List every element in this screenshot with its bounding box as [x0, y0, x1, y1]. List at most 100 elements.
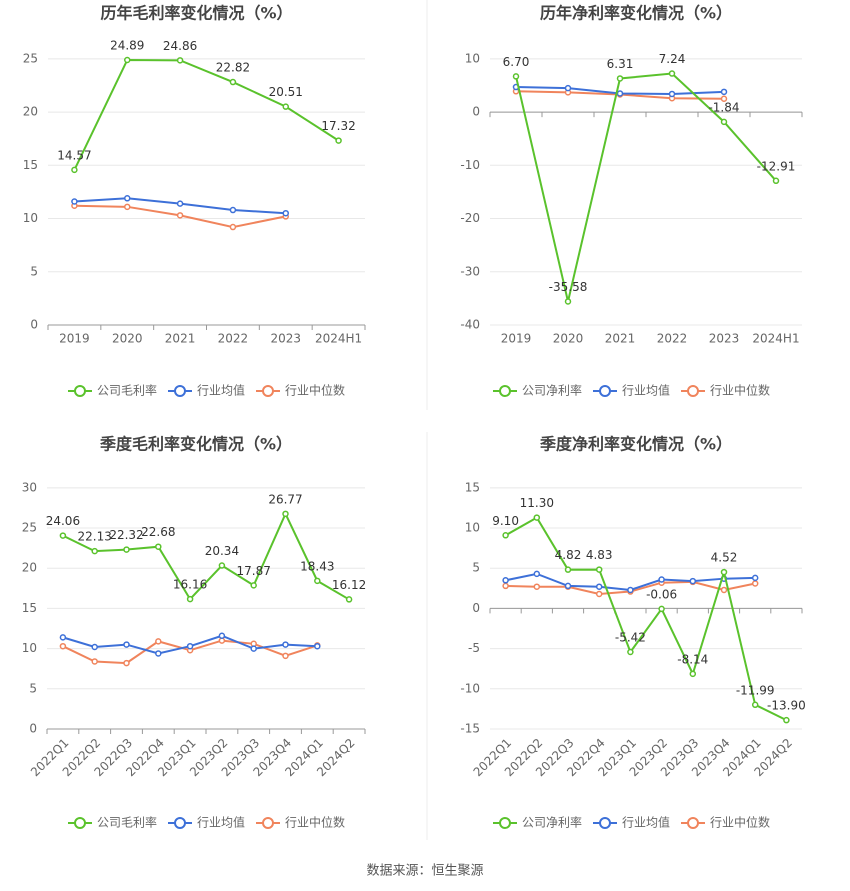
- x-tick-label: 2023: [709, 332, 740, 346]
- point: [155, 543, 162, 550]
- x-tick-label: 2024H1: [315, 332, 362, 346]
- y-tick-label: 25: [22, 521, 37, 535]
- y-tick-label: 20: [22, 561, 37, 575]
- y-tick-label: 15: [465, 480, 480, 494]
- point: [720, 88, 728, 96]
- point: [124, 203, 131, 211]
- legend-marker: [262, 385, 274, 397]
- point: [71, 166, 78, 174]
- legend-marker: [687, 817, 699, 829]
- y-tick-label: 5: [472, 561, 480, 575]
- y-tick-label: 15: [23, 158, 38, 172]
- point: [533, 514, 541, 521]
- chart-title: 季度毛利率变化情况（%）: [99, 435, 292, 454]
- point: [783, 716, 790, 724]
- x-tick-label: 2022: [218, 332, 249, 346]
- legend-marker: [262, 817, 274, 829]
- legend-marker: [174, 817, 186, 829]
- x-tick-label: 2021: [605, 332, 636, 346]
- x-tick-label: 2020: [553, 332, 584, 346]
- x-tick-label: 2024H1: [752, 332, 799, 346]
- legend-marker: [599, 817, 611, 829]
- data-label: 26.77: [268, 492, 302, 506]
- point: [689, 577, 697, 585]
- legend-marker: [74, 385, 86, 397]
- point: [616, 75, 624, 82]
- legend-label: 行业均值: [622, 383, 670, 398]
- point: [155, 650, 162, 657]
- data-label: 20.51: [269, 85, 303, 99]
- data-label: -5.42: [615, 630, 646, 644]
- point: [595, 583, 603, 590]
- x-tick-label: 2019: [59, 332, 90, 346]
- y-tick-label: -5: [468, 641, 480, 655]
- legend-label: 行业中位数: [710, 383, 770, 398]
- data-label: 22.68: [141, 525, 175, 539]
- point: [751, 701, 759, 709]
- point: [218, 562, 226, 569]
- point: [91, 643, 98, 651]
- point: [282, 641, 289, 648]
- data-label: 4.82: [555, 548, 582, 562]
- point: [176, 57, 184, 64]
- data-label: 14.57: [57, 148, 91, 162]
- point: [282, 209, 289, 217]
- data-label: -11.99: [736, 683, 775, 697]
- point: [658, 576, 665, 583]
- point: [616, 90, 624, 97]
- y-tick-label: 0: [472, 105, 480, 119]
- y-tick-label: 15: [22, 601, 37, 615]
- point: [59, 532, 67, 539]
- point: [512, 73, 520, 80]
- point: [658, 605, 665, 613]
- legend-label: 行业均值: [197, 383, 245, 398]
- legend-label: 行业中位数: [285, 815, 345, 830]
- y-tick-label: -15: [460, 722, 480, 736]
- data-label: 22.82: [216, 61, 250, 75]
- y-tick-label: 0: [472, 601, 480, 615]
- x-tick-label: 2023: [270, 332, 301, 346]
- y-tick-label: -10: [460, 158, 480, 172]
- x-tick-label: 2020: [112, 332, 143, 346]
- point: [627, 586, 634, 594]
- y-tick-label: 10: [465, 51, 480, 65]
- legend-label: 行业均值: [197, 815, 245, 830]
- point: [91, 547, 98, 555]
- data-label: 22.13: [78, 530, 112, 544]
- data-label: 24.06: [46, 514, 80, 528]
- chart-title: 历年毛利率变化情况（%）: [100, 4, 292, 23]
- data-label: 11.30: [520, 496, 554, 510]
- point: [229, 223, 237, 231]
- point: [123, 659, 130, 667]
- point: [564, 298, 572, 305]
- point: [502, 582, 509, 590]
- y-tick-label: -30: [460, 264, 480, 278]
- legend-marker: [74, 817, 86, 829]
- point: [282, 103, 289, 110]
- point: [155, 638, 162, 645]
- legend-label: 公司毛利率: [97, 383, 157, 398]
- point: [564, 566, 572, 573]
- data-label: 7.24: [659, 52, 686, 66]
- data-label: -35.58: [549, 280, 588, 294]
- point: [186, 642, 194, 650]
- data-label: 24.86: [163, 39, 197, 53]
- point: [668, 90, 676, 98]
- data-label: 22.32: [109, 528, 143, 542]
- x-tick-label: 2019: [501, 332, 532, 346]
- point: [229, 206, 237, 214]
- legend-label: 公司净利率: [522, 815, 582, 830]
- y-tick-label: -40: [460, 318, 480, 332]
- y-tick-label: 10: [465, 521, 480, 535]
- point: [123, 641, 130, 648]
- series-line: [62, 511, 350, 601]
- point: [59, 642, 67, 650]
- point: [564, 84, 572, 92]
- data-label: -1.84: [708, 100, 739, 114]
- point: [218, 632, 226, 640]
- data-label: 6.70: [503, 55, 530, 69]
- legend-marker: [499, 817, 511, 829]
- data-label: 17.32: [321, 119, 355, 133]
- point: [59, 634, 67, 641]
- legend-label: 公司毛利率: [97, 815, 157, 830]
